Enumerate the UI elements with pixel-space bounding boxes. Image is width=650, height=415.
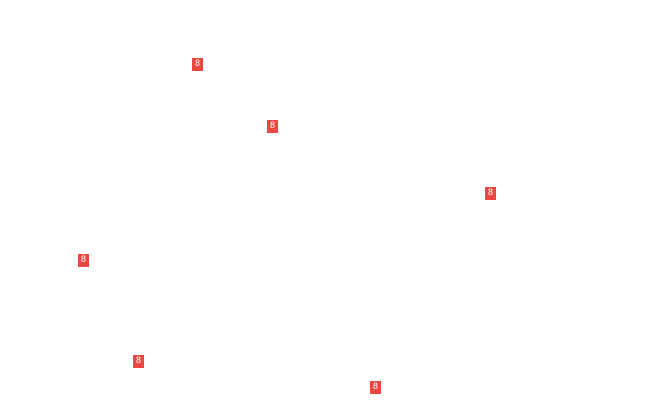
mark-badge[interactable]: 8 bbox=[267, 120, 278, 133]
mark-badge[interactable]: 8 bbox=[192, 58, 203, 71]
mark-badge[interactable]: 8 bbox=[370, 381, 381, 394]
mark-badge[interactable]: 8 bbox=[133, 355, 144, 368]
mark-badge[interactable]: 8 bbox=[485, 187, 496, 200]
mark-badge[interactable]: 8 bbox=[78, 254, 89, 267]
